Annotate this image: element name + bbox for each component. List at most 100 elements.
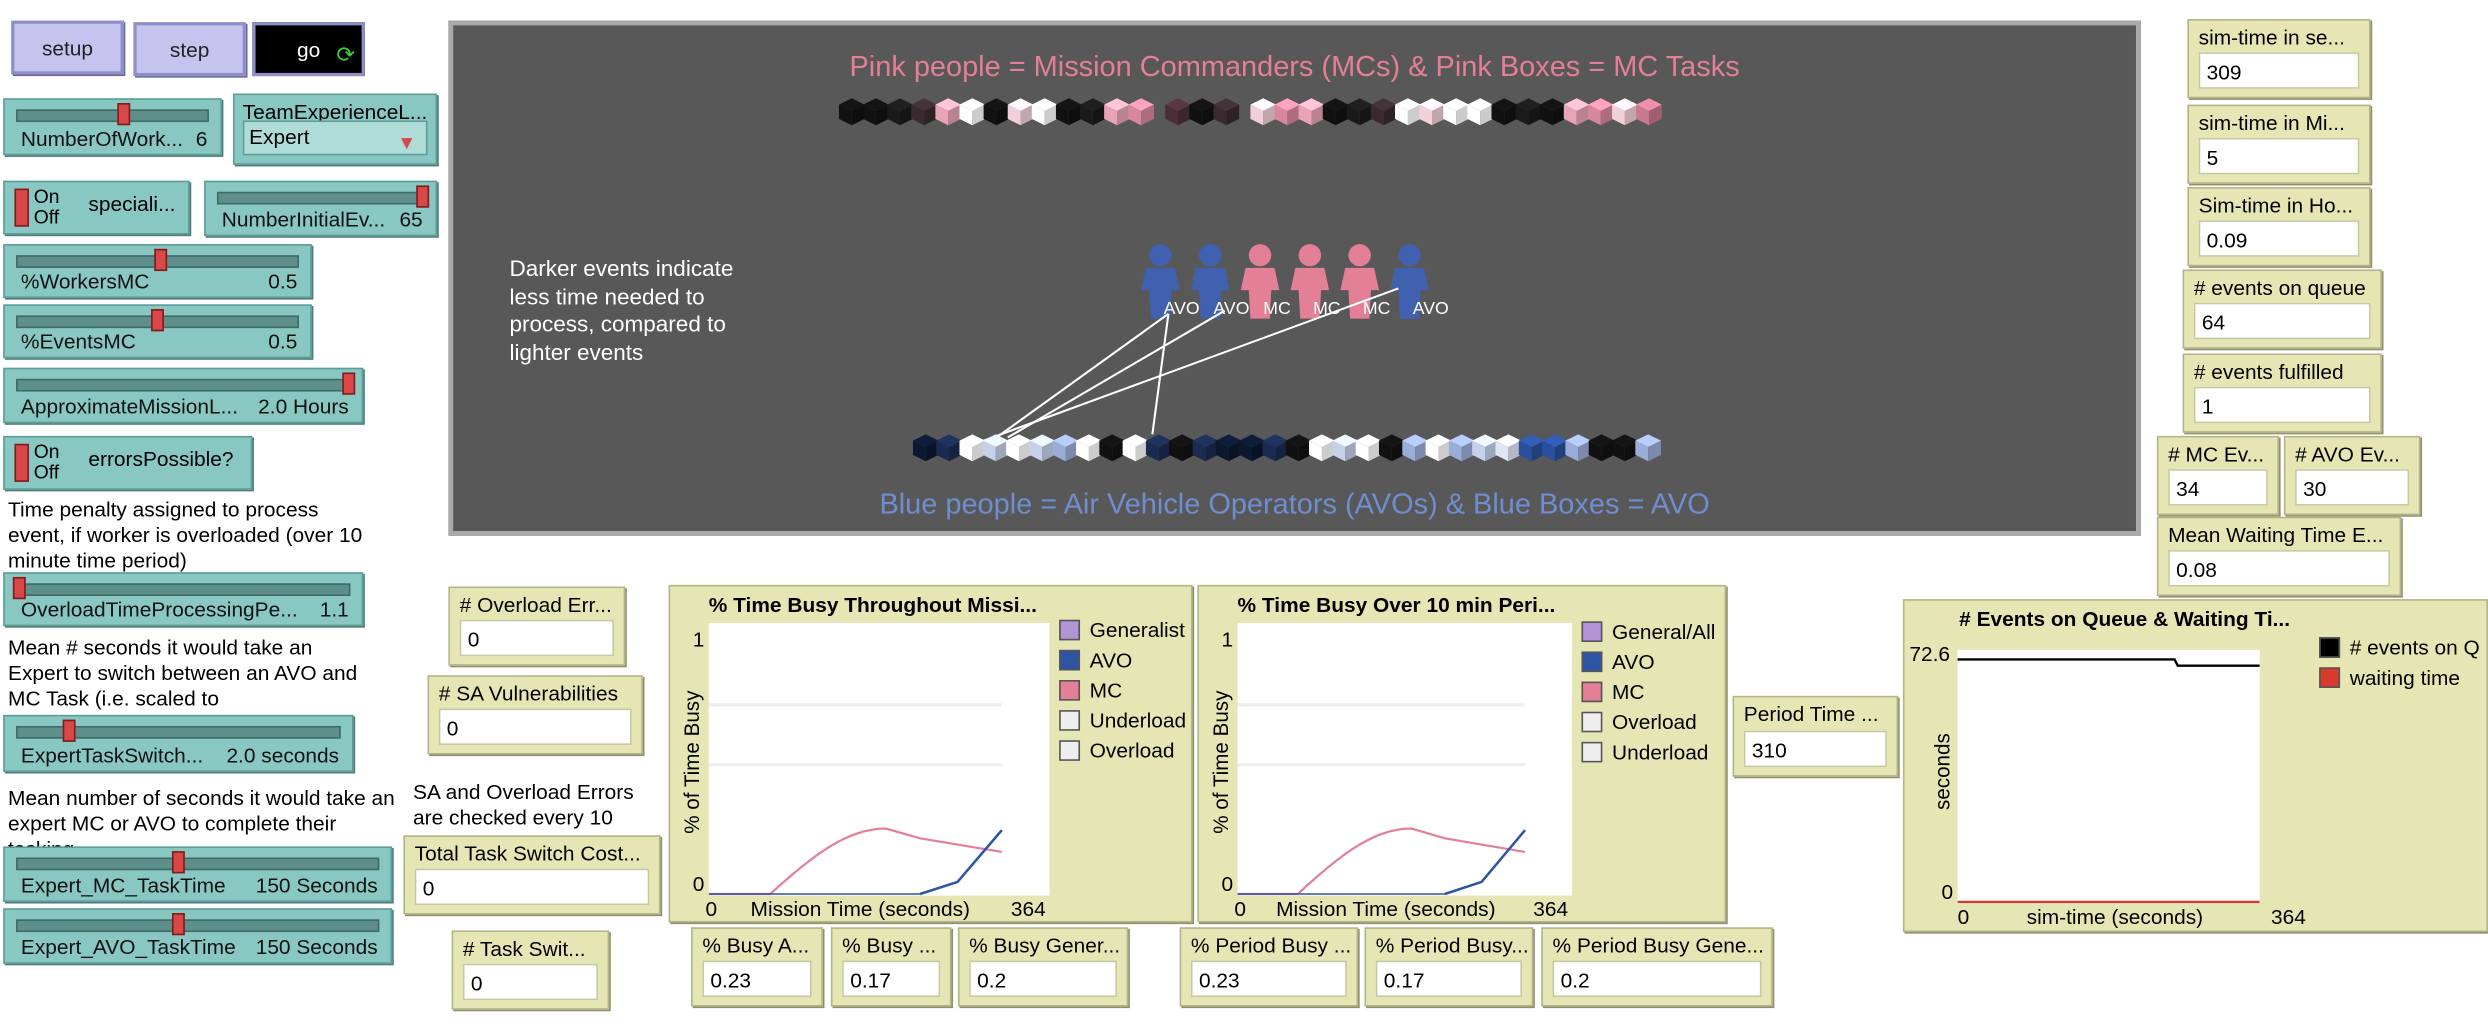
- task-box: [1472, 434, 1498, 462]
- legend-item: General/All: [1581, 617, 1715, 647]
- legend-label: Underload: [1089, 708, 1187, 733]
- slider-knob[interactable]: [416, 185, 430, 208]
- legend-item: MC: [1059, 675, 1186, 705]
- slider-label: ApproximateMissionL...: [20, 394, 239, 419]
- y-min-tick: 0: [1221, 871, 1234, 896]
- person-label: AVO: [1164, 298, 1200, 318]
- slider-knob[interactable]: [117, 103, 131, 126]
- monitor-value: 309: [2198, 52, 2360, 89]
- monitor-label: # events fulfilled: [2193, 359, 2344, 384]
- legend-item: Underload: [1581, 737, 1715, 767]
- mc-person-icon: [1240, 244, 1280, 319]
- switch-label: speciali...: [88, 191, 176, 216]
- expert-avo-tasktime-slider[interactable]: Expert_AVO_TaskTime 150 Seconds: [3, 908, 393, 964]
- legend-label: MC: [1612, 680, 1645, 704]
- slider-label: %WorkersMC: [20, 269, 150, 294]
- task-box: [1322, 98, 1349, 126]
- task-box: [1007, 98, 1034, 126]
- task-box: [1565, 434, 1592, 462]
- task-box: [1419, 98, 1445, 126]
- team-experience-chooser[interactable]: TeamExperienceL... Expert ▼: [233, 93, 438, 165]
- slider-knob[interactable]: [342, 372, 356, 395]
- task-box: [1518, 434, 1545, 462]
- legend-swatch: [2319, 637, 2341, 658]
- number-initial-events-slider[interactable]: NumberInitialEv... 65: [204, 180, 438, 237]
- task-box: [1539, 98, 1566, 126]
- legend-item: # events on Q: [2319, 632, 2480, 662]
- slider-track: [16, 378, 351, 392]
- avo-events-monitor: # AVO Ev... 30: [2283, 435, 2421, 516]
- world-view[interactable]: Pink people = Mission Commanders (MCs) &…: [448, 20, 2141, 536]
- legend-label: waiting time: [2349, 665, 2461, 690]
- task-box: [959, 98, 986, 126]
- approx-mission-length-slider[interactable]: ApproximateMissionL... 2.0 Hours: [3, 367, 364, 424]
- mean-complete-note: Mean number of seconds it would take an …: [8, 786, 395, 860]
- monitor-label: # events on queue: [2193, 275, 2366, 300]
- monitor-label: # Overload Err...: [459, 592, 612, 617]
- switch-toggle[interactable]: [14, 443, 29, 482]
- task-box: [1076, 434, 1102, 462]
- step-button[interactable]: step: [133, 22, 246, 77]
- monitor-label: # SA Vulnerabilities: [438, 681, 619, 706]
- speciali-switch[interactable]: On Off speciali...: [3, 180, 190, 235]
- task-box: [1080, 98, 1106, 126]
- plot-lines: [1957, 658, 2260, 904]
- expert-task-switch-slider[interactable]: ExpertTaskSwitch... 2.0 seconds: [3, 714, 354, 772]
- expert-mc-tasktime-slider[interactable]: Expert_MC_TaskTime 150 Seconds: [3, 846, 393, 902]
- monitor-value: 0: [414, 868, 650, 906]
- busy-generalist-monitor: % Busy Gener... 0.2: [957, 927, 1129, 1007]
- errors-possible-switch[interactable]: On Off errorsPossible?: [3, 435, 253, 490]
- monitor-label: # AVO Ev...: [2295, 442, 2401, 467]
- task-box: [1370, 98, 1397, 126]
- y-axis-label: % of Time Busy: [679, 690, 704, 834]
- slider-value: 0.5: [268, 329, 298, 354]
- chooser-select[interactable]: Expert ▼: [242, 120, 428, 156]
- monitor-label: % Busy ...: [842, 933, 937, 958]
- sa-vulnerabilities-monitor: # SA Vulnerabilities 0: [427, 675, 643, 755]
- monitor-label: % Period Busy ...: [1190, 933, 1352, 958]
- task-box: [1122, 434, 1149, 462]
- y-axis-label: % of Time Busy: [1208, 690, 1233, 834]
- slider-knob[interactable]: [151, 309, 164, 332]
- legend-item: AVO: [1581, 647, 1715, 677]
- legend-swatch: [1059, 649, 1081, 671]
- legend-swatch: [1059, 619, 1081, 641]
- monitor-label: sim-time in Mi...: [2198, 110, 2345, 135]
- monitor-label: Period Time ...: [1743, 702, 1879, 726]
- slider-knob[interactable]: [12, 576, 26, 600]
- world-top-title: Pink people = Mission Commanders (MCs) &…: [849, 50, 1740, 83]
- slider-value: 65: [399, 207, 423, 232]
- number-of-workers-slider[interactable]: NumberOfWork... 6: [3, 98, 222, 156]
- go-label: go: [296, 37, 321, 62]
- slider-knob[interactable]: [154, 248, 168, 272]
- legend-label: # events on Q: [2349, 635, 2480, 660]
- slider-knob[interactable]: [171, 851, 185, 874]
- switch-toggle[interactable]: [14, 188, 29, 227]
- legend-label: Overload: [1089, 738, 1175, 763]
- events-queue-plot: # Events on Queue & Waiting Ti... 72.6 0…: [1902, 599, 2488, 933]
- setup-button[interactable]: setup: [11, 20, 124, 75]
- slider-knob[interactable]: [62, 719, 76, 742]
- task-box: [983, 98, 1010, 126]
- period-busy-plot: % Time Busy Over 10 min Peri... 1 0 0 36…: [1197, 584, 1727, 923]
- x-min-tick: 0: [705, 897, 718, 921]
- events-mc-slider[interactable]: %EventsMC 0.5: [3, 304, 312, 359]
- go-button[interactable]: go ⟳: [252, 22, 365, 77]
- task-box: [1250, 98, 1277, 126]
- monitor-value: 0: [438, 708, 632, 745]
- legend-item: Overload: [1581, 707, 1715, 737]
- dropdown-arrow-icon: ▼: [397, 131, 417, 154]
- mc-events-monitor: # MC Ev... 34: [2156, 435, 2280, 516]
- overload-time-slider[interactable]: OverloadTimeProcessingPe... 1.1: [3, 572, 364, 627]
- mc-person-icon: [1290, 244, 1330, 319]
- slider-knob[interactable]: [171, 913, 185, 936]
- monitor-label: % Period Busy Gene...: [1552, 933, 1764, 958]
- mean-waiting-time-monitor: Mean Waiting Time E... 0.08: [2156, 516, 2402, 596]
- legend-item: Underload: [1059, 705, 1186, 735]
- slider-label: NumberInitialEv...: [221, 207, 386, 232]
- slider-value: 150 Seconds: [255, 873, 378, 898]
- workers-mc-slider[interactable]: %WorkersMC 0.5: [3, 244, 312, 298]
- sa-checked-note: SA and Overload Errors are checked every…: [413, 779, 634, 830]
- legend-swatch: [1581, 681, 1603, 703]
- slider-value: 1.1: [319, 597, 349, 622]
